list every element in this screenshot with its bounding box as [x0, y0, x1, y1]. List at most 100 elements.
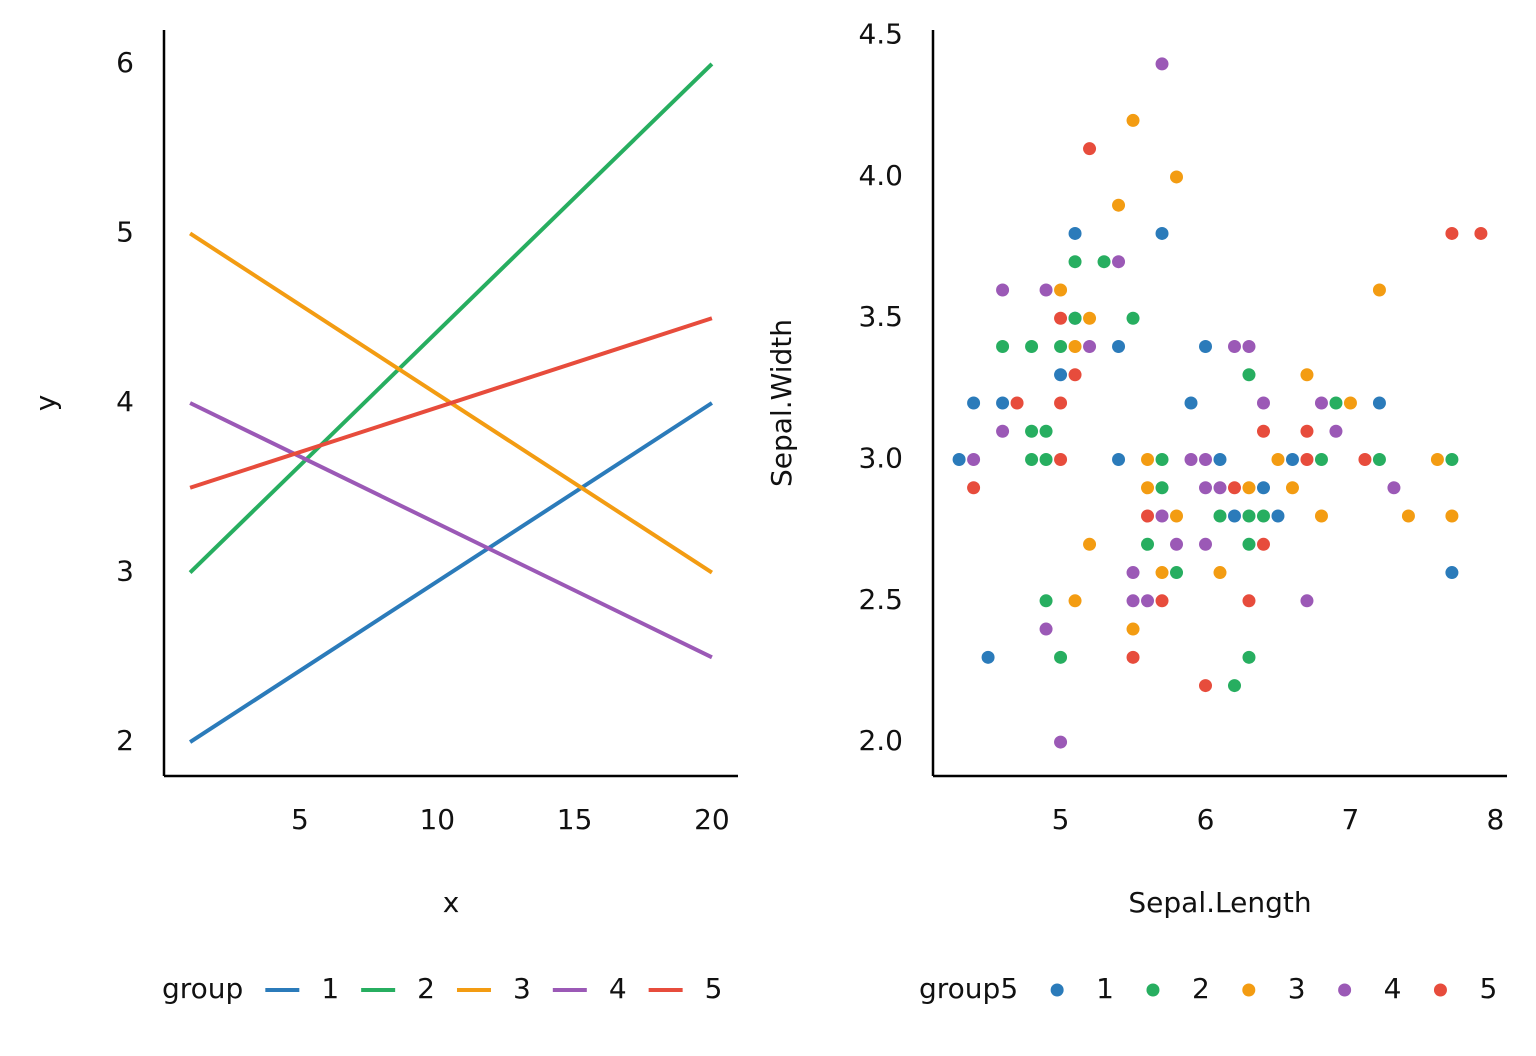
point — [1141, 537, 1155, 551]
legend-label: 3 — [1288, 972, 1306, 1005]
point — [1068, 594, 1082, 608]
y-axis-title: Sepal.Width — [765, 319, 798, 487]
point — [1184, 453, 1198, 467]
point — [1372, 396, 1386, 410]
x-tick-label: 8 — [1486, 803, 1504, 836]
y-tick-label: 3 — [116, 555, 134, 588]
point — [1213, 453, 1227, 467]
point — [1401, 509, 1415, 523]
point — [996, 283, 1010, 297]
point — [1039, 453, 1053, 467]
point — [996, 339, 1010, 353]
point — [1474, 226, 1488, 240]
y-tick-label: 3.0 — [858, 442, 903, 475]
point — [1445, 566, 1459, 580]
point — [1170, 566, 1184, 580]
point — [1199, 537, 1213, 551]
x-axis-title: Sepal.Length — [1128, 886, 1311, 919]
point — [1141, 453, 1155, 467]
point — [1199, 339, 1213, 353]
point — [1112, 255, 1126, 269]
legend-key — [1433, 983, 1447, 997]
legend-label: 2 — [1192, 972, 1210, 1005]
point — [1155, 453, 1169, 467]
x-tick-label: 6 — [1197, 803, 1215, 836]
legend-label: 1 — [1096, 972, 1114, 1005]
point — [1025, 453, 1039, 467]
legend-label: 4 — [1384, 972, 1402, 1005]
point — [1256, 537, 1270, 551]
point — [1054, 453, 1068, 467]
point — [1126, 311, 1140, 325]
point — [1242, 650, 1256, 664]
point — [1213, 566, 1227, 580]
point — [1155, 226, 1169, 240]
point — [1039, 283, 1053, 297]
point — [1343, 396, 1357, 410]
point — [1256, 424, 1270, 438]
y-tick-label: 6 — [116, 46, 134, 79]
legend-label: 5 — [1479, 972, 1497, 1005]
x-tick-label: 20 — [694, 803, 730, 836]
point — [1445, 226, 1459, 240]
legend-key — [1242, 983, 1256, 997]
point — [1097, 255, 1111, 269]
point — [1445, 509, 1459, 523]
y-tick-label: 2.0 — [858, 724, 903, 757]
point — [1083, 311, 1097, 325]
point — [1314, 509, 1328, 523]
point — [1039, 594, 1053, 608]
point — [1300, 368, 1314, 382]
point — [1039, 424, 1053, 438]
point — [1126, 113, 1140, 127]
point — [1242, 594, 1256, 608]
point — [1155, 57, 1169, 71]
point — [967, 481, 981, 495]
point — [1155, 594, 1169, 608]
point — [1242, 339, 1256, 353]
point — [1083, 339, 1097, 353]
point — [1126, 622, 1140, 636]
y-tick-label: 5 — [116, 215, 134, 248]
point — [1314, 396, 1328, 410]
point — [1445, 453, 1459, 467]
point — [1271, 453, 1285, 467]
point — [1372, 453, 1386, 467]
y-tick-label: 4 — [116, 385, 134, 418]
point — [1083, 142, 1097, 156]
point — [952, 453, 966, 467]
point — [1025, 339, 1039, 353]
point — [1112, 339, 1126, 353]
point — [967, 396, 981, 410]
point — [1227, 339, 1241, 353]
point — [1141, 594, 1155, 608]
point — [1126, 650, 1140, 664]
point — [1155, 566, 1169, 580]
legend-title: group5 — [919, 972, 1018, 1005]
point — [1242, 368, 1256, 382]
x-tick-label: 10 — [419, 803, 455, 836]
point — [1054, 283, 1068, 297]
point — [1372, 283, 1386, 297]
x-tick-label: 5 — [291, 803, 309, 836]
point — [1314, 453, 1328, 467]
point — [1329, 424, 1343, 438]
legend-title: group — [162, 972, 243, 1005]
x-tick-label: 15 — [557, 803, 593, 836]
point — [1199, 481, 1213, 495]
point — [1285, 453, 1299, 467]
point — [1329, 396, 1343, 410]
point — [1054, 735, 1068, 749]
point — [1300, 594, 1314, 608]
point — [1430, 453, 1444, 467]
point — [1054, 339, 1068, 353]
point — [1068, 226, 1082, 240]
legend-label: 3 — [513, 972, 531, 1005]
point — [1387, 481, 1401, 495]
legend-key — [1146, 983, 1160, 997]
point — [1112, 198, 1126, 212]
legend-key — [1338, 983, 1352, 997]
x-axis-title: x — [443, 886, 460, 919]
point — [1170, 170, 1184, 184]
